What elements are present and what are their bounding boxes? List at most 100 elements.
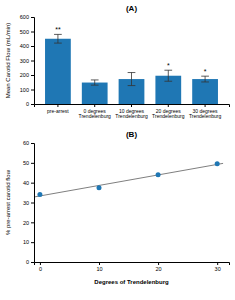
- tick-label: 30: [23, 200, 29, 206]
- axis-line: [35, 263, 230, 266]
- tick: 30: [215, 262, 221, 272]
- tick-mark: [31, 203, 34, 204]
- tick-label: 300: [20, 58, 29, 64]
- point: [97, 185, 102, 190]
- tick-label: 10: [23, 239, 29, 245]
- tick: 10: [96, 262, 102, 272]
- tick-label: 0: [26, 101, 29, 107]
- tick: 600: [20, 14, 34, 20]
- tick-label: pre-arrest: [47, 108, 69, 114]
- tick-mark: [99, 262, 100, 265]
- point: [37, 192, 42, 197]
- bar: [192, 79, 218, 104]
- point: [156, 172, 161, 177]
- plot-area: [34, 161, 223, 197]
- tick-label: 40: [23, 180, 29, 186]
- tick: 10: [23, 239, 34, 245]
- tick: 400: [20, 43, 34, 49]
- tick: 300: [20, 58, 34, 64]
- tick: pre-arrest: [47, 104, 69, 114]
- tick: 0: [26, 259, 34, 265]
- tick-mark: [31, 32, 34, 33]
- tick: 50: [23, 160, 34, 166]
- tick-label: 20 degreesTrendelenburg: [152, 108, 185, 120]
- tick-label: 10 degreesTrendelenburg: [115, 108, 148, 120]
- title: (B): [126, 130, 137, 139]
- tick-label: 500: [20, 29, 29, 35]
- tick: 10 degreesTrendelenburg: [115, 104, 148, 119]
- point: [215, 161, 220, 166]
- tick-label: 30: [215, 266, 221, 272]
- tick-mark: [31, 17, 34, 18]
- error-bar: [91, 80, 99, 85]
- tick-label: 0 degreesTrendelenburg: [79, 108, 112, 120]
- tick-label: 400: [20, 43, 29, 49]
- figure: (A)****0100200300400500600pre-arrest0 de…: [0, 0, 235, 300]
- tick: 20: [23, 220, 34, 226]
- tick-label: 60: [23, 140, 29, 146]
- error-bar: [128, 73, 136, 86]
- tick-mark: [31, 262, 34, 263]
- tick-mark: [31, 143, 34, 144]
- annotation: *: [167, 62, 170, 69]
- tick-mark: [131, 104, 132, 107]
- tick-label: 0: [26, 259, 29, 265]
- tick-label: 50: [23, 160, 29, 166]
- annotation: **: [55, 26, 61, 33]
- fit-line: [34, 163, 223, 197]
- y-axis: 0 10 20 30 40 50 60: [23, 140, 35, 265]
- tick: 30: [23, 200, 34, 206]
- bar: [45, 39, 71, 104]
- tick-mark: [31, 183, 34, 184]
- x-axis: pre-arrest 0 degreesTrendelenburg10 degre…: [35, 104, 230, 119]
- tick: 40: [23, 180, 34, 186]
- tick: 60: [23, 140, 34, 146]
- tick: 0: [26, 101, 34, 107]
- error-bar: [201, 76, 209, 82]
- tick-label: 0: [39, 266, 42, 272]
- tick: 30 degreesTrendelenburg: [189, 104, 222, 119]
- tick-mark: [31, 104, 34, 105]
- axis-title: Degrees of Trendelenburg: [94, 279, 169, 285]
- tick-mark: [31, 61, 34, 62]
- tick: 0 degreesTrendelenburg: [79, 104, 112, 119]
- bar: [82, 83, 108, 104]
- axis-line: [31, 18, 35, 105]
- axis-line: [31, 144, 35, 263]
- plot-area: [45, 34, 218, 104]
- tick-mark: [31, 46, 34, 47]
- tick-mark: [158, 262, 159, 265]
- tick: 0: [39, 262, 42, 272]
- y-axis: 0 100 200 300 400 500 600: [20, 14, 35, 107]
- tick-mark: [168, 104, 169, 107]
- tick-label: 200: [20, 72, 29, 78]
- tick-mark: [31, 75, 34, 76]
- tick: 500: [20, 29, 34, 35]
- tick-label: 30 degreesTrendelenburg: [189, 108, 222, 120]
- tick-label: 20: [156, 266, 162, 272]
- tick: 20 degreesTrendelenburg: [152, 104, 185, 119]
- tick: 100: [20, 87, 34, 93]
- tick-mark: [57, 104, 58, 107]
- error-bar: [164, 70, 172, 81]
- tick-label: 100: [20, 87, 29, 93]
- tick-mark: [31, 242, 34, 243]
- tick-mark: [31, 222, 34, 223]
- tick-label: 20: [23, 220, 29, 226]
- error-bar: [54, 34, 62, 43]
- x-axis: 0 10 20 30: [35, 262, 230, 272]
- annotation: *: [204, 68, 207, 75]
- tick-mark: [205, 104, 206, 107]
- tick: 200: [20, 72, 34, 78]
- axis-title: % pre-arrest carotid flow: [5, 169, 11, 235]
- tick-label: 10: [96, 266, 102, 272]
- axis-title: Mean Carotid Flow (mL/min): [5, 23, 11, 99]
- tick-mark: [217, 262, 218, 265]
- tick-mark: [94, 104, 95, 107]
- tick-mark: [31, 90, 34, 91]
- tick-label: 600: [20, 14, 29, 20]
- tick: 20: [156, 262, 162, 272]
- tick-mark: [40, 262, 41, 265]
- title: (A): [126, 4, 137, 13]
- tick-mark: [31, 163, 34, 164]
